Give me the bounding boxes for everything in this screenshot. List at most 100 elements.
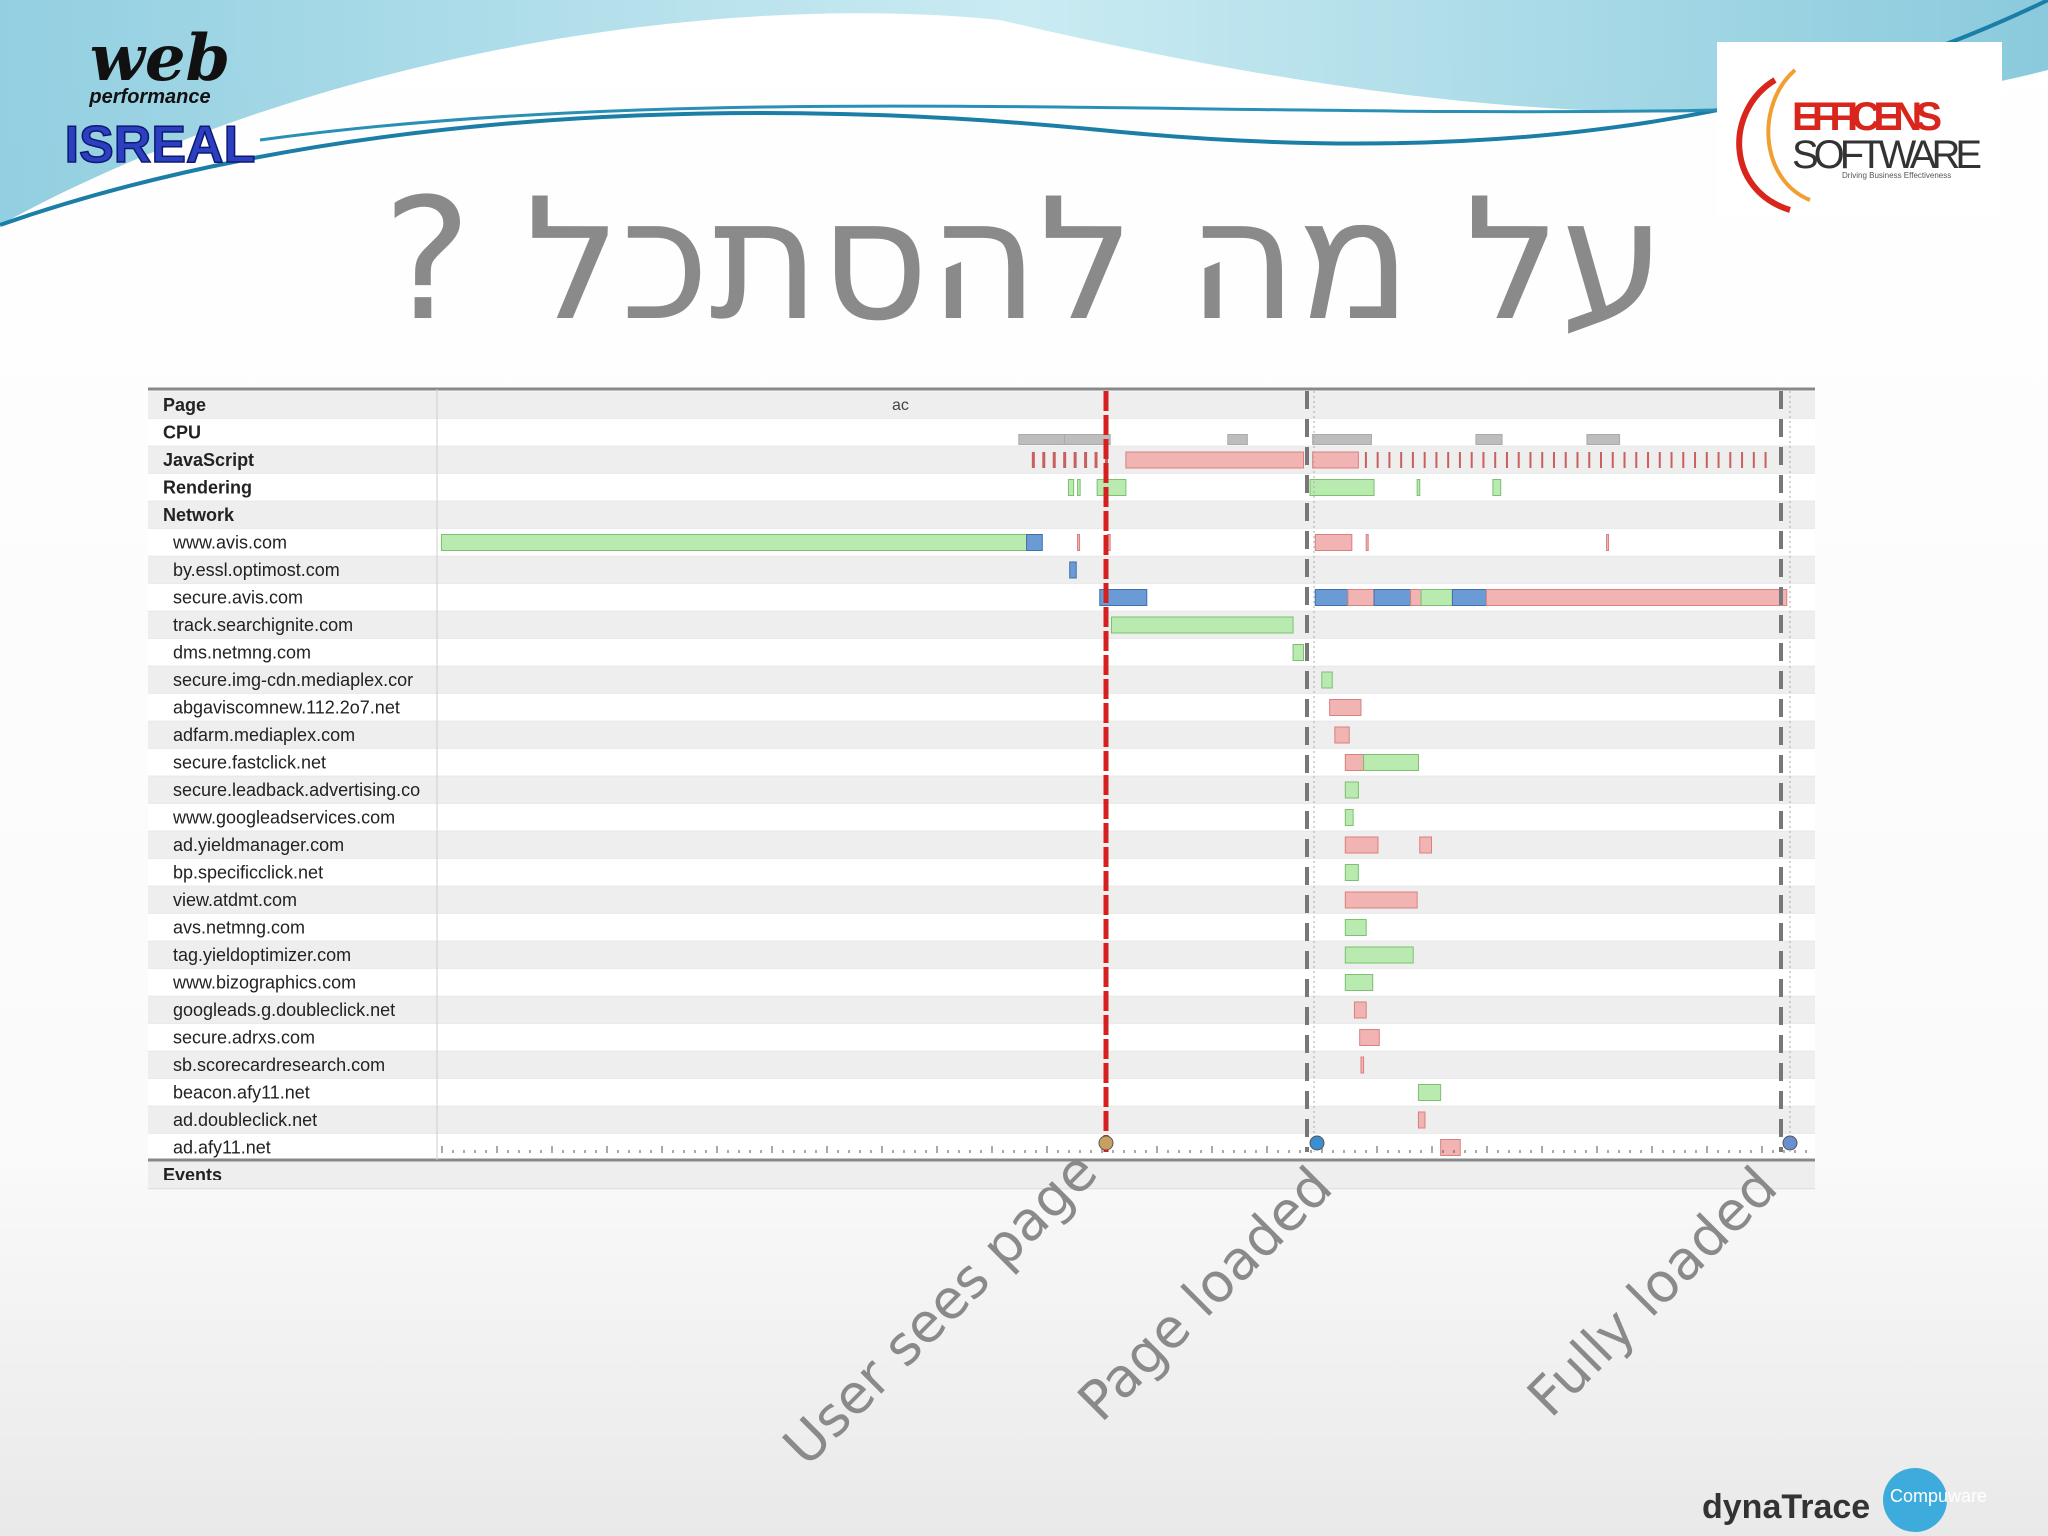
row-bg xyxy=(148,418,1815,447)
row-label: tag.yieldoptimizer.com xyxy=(173,945,351,965)
row-label: track.searchignite.com xyxy=(173,615,353,635)
js-tick xyxy=(1600,452,1602,468)
row-label: CPU xyxy=(163,422,201,442)
row-label: Events xyxy=(163,1165,222,1185)
js-tick xyxy=(1658,452,1661,468)
row-label: Network xyxy=(163,505,235,525)
row-bg xyxy=(148,693,1815,722)
timing-bar xyxy=(1111,616,1294,634)
footer: dynaTrace Compuware xyxy=(1702,1468,1987,1532)
js-tick xyxy=(1682,452,1685,468)
timing-bar xyxy=(1125,451,1305,469)
timing-bar xyxy=(1077,479,1081,496)
row-bg xyxy=(148,446,1815,474)
timing-bar xyxy=(1373,589,1412,606)
row-bg xyxy=(148,1106,1815,1134)
js-tick xyxy=(1752,452,1755,468)
timing-bar xyxy=(440,534,1028,551)
partner-sub: SOFTWARE xyxy=(1792,133,1982,177)
timing-bar xyxy=(1312,451,1359,469)
js-tick xyxy=(1705,452,1708,468)
timing-bar xyxy=(1353,1001,1367,1019)
row-label: beacon.afy11.net xyxy=(173,1082,310,1102)
row-bg xyxy=(148,831,1815,859)
timing-bar xyxy=(1077,534,1081,551)
js-tick xyxy=(1052,452,1056,468)
row-label: dms.netmng.com xyxy=(173,642,311,662)
timing-bar xyxy=(1417,1111,1426,1129)
row-label: Rendering xyxy=(163,477,252,497)
footer-brand: dynaTrace xyxy=(1702,1488,1870,1526)
js-tick xyxy=(1635,452,1638,468)
timing-bar xyxy=(1451,589,1487,606)
event-icon xyxy=(1098,1135,1114,1151)
row-bg xyxy=(148,968,1815,997)
timing-bar xyxy=(1344,836,1379,854)
timing-bar xyxy=(1018,434,1065,445)
timing-bar xyxy=(1292,644,1305,661)
timing-bar xyxy=(1492,479,1502,496)
row-label: www.avis.com xyxy=(172,532,287,552)
js-tick xyxy=(1104,452,1108,468)
row-label: www.googleadservices.com xyxy=(172,807,395,827)
row-label: secure.avis.com xyxy=(173,587,303,607)
row-label: view.atdmt.com xyxy=(173,890,297,910)
js-tick xyxy=(1729,452,1732,468)
row-label: secure.fastclick.net xyxy=(173,752,326,772)
waterfall: Page CPU JavaScript Rendering Network www.avi… xyxy=(148,387,1815,1190)
js-tick xyxy=(1447,452,1450,468)
partner-swoosh xyxy=(1736,77,1791,213)
row-bg xyxy=(148,803,1815,832)
timing-bar xyxy=(1312,434,1372,445)
timing-bar xyxy=(1344,781,1359,799)
js-tick xyxy=(1063,452,1067,468)
timing-bar xyxy=(1416,479,1421,496)
row-label: ad.afy11.net xyxy=(173,1137,271,1157)
js-tick xyxy=(1717,452,1720,468)
timing-bar xyxy=(1321,671,1333,689)
timing-bar xyxy=(1344,754,1365,771)
partner-name: EFFICENS xyxy=(1792,95,1942,139)
js-tick xyxy=(1505,452,1508,468)
timing-bar xyxy=(1344,946,1414,964)
timing-bar xyxy=(1417,1084,1442,1101)
row-label: secure.adrxs.com xyxy=(173,1027,315,1047)
row-label: ad.yieldmanager.com xyxy=(173,835,344,855)
js-tick xyxy=(1458,452,1461,468)
js-tick xyxy=(1576,452,1579,468)
js-tick xyxy=(1411,452,1414,468)
timing-bar xyxy=(1485,589,1788,606)
row-bg xyxy=(148,776,1815,804)
row-bg xyxy=(148,501,1815,529)
timing-bar xyxy=(1227,434,1248,445)
row-bg xyxy=(148,666,1815,694)
js-tick xyxy=(1084,452,1088,468)
js-tick xyxy=(1564,452,1567,468)
timing-bar xyxy=(1344,919,1367,936)
timing-bar xyxy=(1099,589,1148,606)
timing-bar xyxy=(1344,974,1374,991)
row-bg xyxy=(148,1051,1815,1079)
row-label: Page xyxy=(163,395,206,415)
js-tick xyxy=(1423,452,1426,468)
row-bg xyxy=(148,1161,1815,1189)
js-tick xyxy=(1031,452,1035,468)
logo-sub: performance xyxy=(88,86,210,108)
timing-bar xyxy=(1309,479,1375,496)
row-bg xyxy=(148,391,1815,419)
js-tick xyxy=(1470,452,1473,468)
row-label: bp.specificclick.net xyxy=(173,862,323,882)
timing-bar xyxy=(1586,434,1621,445)
js-tick xyxy=(1588,452,1591,468)
row-bg xyxy=(148,996,1815,1024)
row-bg xyxy=(148,1078,1815,1107)
js-tick xyxy=(1670,452,1673,468)
footer-partner: Compuware xyxy=(1890,1486,1987,1506)
row-label: secure.leadback.advertising.co xyxy=(173,780,420,800)
timing-bar xyxy=(1314,534,1353,551)
row-bg xyxy=(148,721,1815,749)
row-label: adfarm.mediaplex.com xyxy=(173,725,355,745)
js-tick xyxy=(1741,452,1744,468)
slide-title: על מה להסתכל ? xyxy=(383,162,1666,358)
